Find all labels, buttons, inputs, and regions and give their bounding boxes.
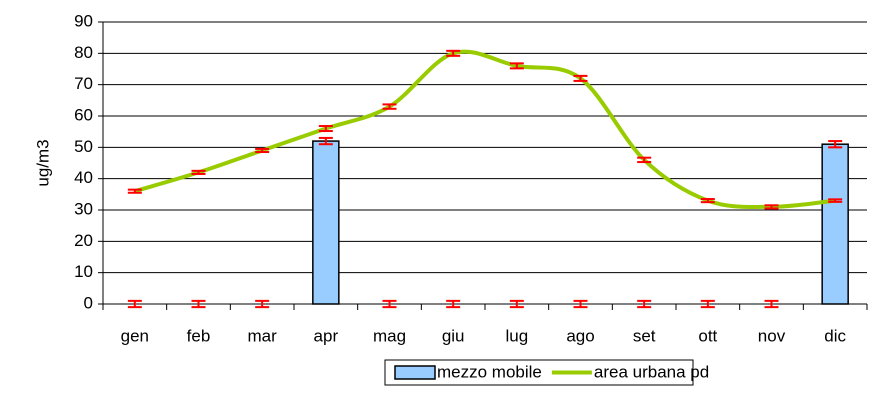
x-tick-label: apr <box>314 326 339 345</box>
y-tick-label: 90 <box>74 11 93 30</box>
error-bar <box>828 140 843 149</box>
error-bar <box>637 299 652 309</box>
y-tick-label: 20 <box>74 231 93 250</box>
x-tick-label: lug <box>505 326 528 345</box>
error-bar <box>127 188 142 194</box>
legend-label: area urbana pd <box>594 362 709 381</box>
error-bar <box>446 299 461 309</box>
error-bar <box>318 136 333 146</box>
y-tick-label: 70 <box>74 74 93 93</box>
error-bar <box>382 299 397 309</box>
y-tick-label: 10 <box>74 262 93 281</box>
error-bar <box>255 299 270 309</box>
error-bar <box>382 103 397 110</box>
error-bar <box>700 198 715 204</box>
x-tick-label: giu <box>442 326 465 345</box>
error-bar <box>573 74 588 82</box>
y-tick-label: 50 <box>74 137 93 156</box>
y-axis-label: ug/m3 <box>33 139 52 186</box>
y-tick-label: 60 <box>74 105 93 124</box>
error-bar <box>191 169 206 175</box>
x-tick-label: ago <box>566 326 594 345</box>
legend-swatch <box>394 365 436 380</box>
x-tick-label: ott <box>698 326 717 345</box>
error-bar <box>828 198 843 203</box>
x-tick-label: mag <box>373 326 406 345</box>
error-bar <box>318 125 333 133</box>
x-tick-label: set <box>633 326 656 345</box>
x-tick-label: nov <box>758 326 786 345</box>
error-bar <box>446 49 461 57</box>
error-bar <box>127 299 142 309</box>
bar <box>312 140 340 305</box>
x-tick-label: mar <box>248 326 278 345</box>
y-tick-label: 80 <box>74 43 93 62</box>
error-bar <box>255 147 270 154</box>
legend-label: mezzo mobile <box>437 362 542 381</box>
line <box>134 49 836 209</box>
y-tick-label: 40 <box>74 168 93 187</box>
y-tick-label: 0 <box>84 293 93 312</box>
x-tick-label: dic <box>824 326 846 345</box>
bar <box>821 143 849 305</box>
legend-box <box>384 359 694 386</box>
error-bar <box>764 299 779 309</box>
x-tick-label: feb <box>187 326 211 345</box>
x-tick-label: gen <box>121 326 149 345</box>
y-tick-label: 30 <box>74 199 93 218</box>
error-bar <box>764 204 779 210</box>
error-bar <box>573 299 588 309</box>
error-bar <box>191 299 206 309</box>
error-bar <box>637 156 652 164</box>
error-bar <box>509 299 524 309</box>
error-bar <box>700 299 715 309</box>
error-bar <box>509 62 524 70</box>
